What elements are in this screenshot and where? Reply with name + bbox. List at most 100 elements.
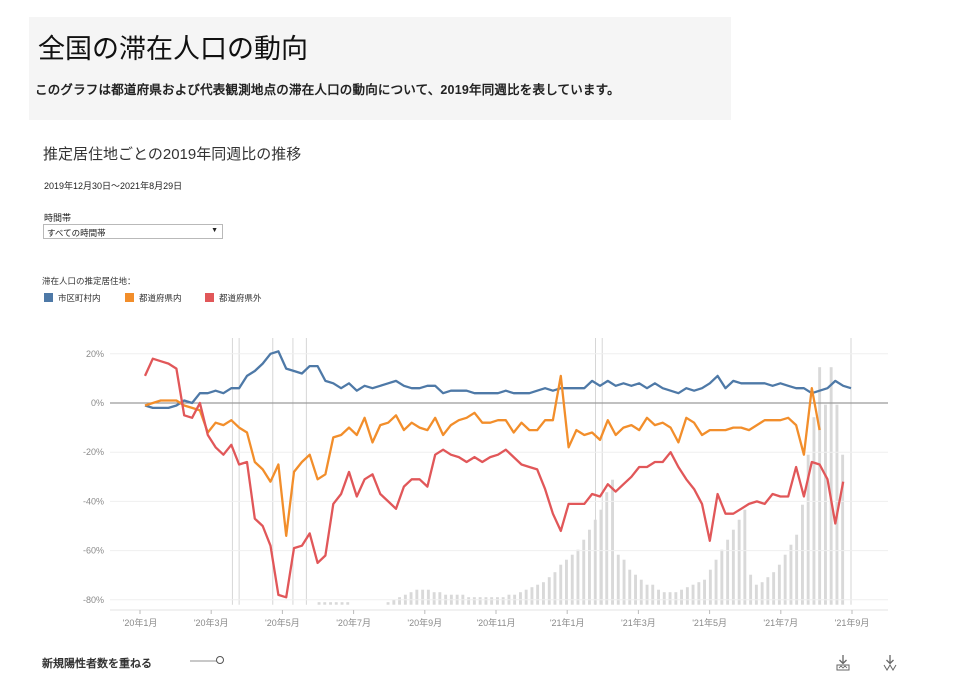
- case-bar: [329, 602, 332, 605]
- case-bar: [714, 559, 718, 605]
- case-bar: [547, 577, 551, 605]
- y-tick-label: 0%: [91, 398, 104, 408]
- case-bar: [340, 602, 344, 605]
- case-bar: [749, 574, 753, 605]
- case-bar: [432, 592, 436, 605]
- case-bar: [496, 597, 499, 605]
- y-tick-label: -20%: [83, 447, 104, 457]
- series-layer: [143, 350, 852, 599]
- case-bar: [789, 544, 793, 605]
- chevron-down-icon: ▼: [211, 227, 218, 234]
- case-bar: [323, 602, 327, 605]
- case-bar: [657, 589, 660, 605]
- date-range: 2019年12月30日～2021年8月29日: [44, 181, 183, 191]
- time-filter-value: すべての時間帯: [47, 228, 106, 238]
- legend-swatch: [205, 293, 214, 302]
- case-bar: [501, 597, 505, 605]
- download-button[interactable]: [835, 654, 851, 672]
- y-tick-label: -40%: [83, 496, 104, 506]
- case-bar: [542, 582, 545, 605]
- legend-title: 滞在人口の推定居住地：: [42, 276, 136, 286]
- download-image-button[interactable]: [882, 654, 898, 672]
- legend-item-municipal[interactable]: 市区町村内: [44, 292, 114, 304]
- series-line: [143, 357, 845, 599]
- case-bar: [691, 584, 695, 605]
- x-tick-label: '21年5月: [692, 617, 727, 628]
- case-bar: [472, 597, 476, 605]
- case-bar: [334, 602, 338, 605]
- case-bar: [726, 539, 730, 605]
- case-bar: [346, 602, 350, 605]
- time-filter-label: 時間帯: [44, 213, 72, 223]
- x-tick-label: '21年7月: [763, 617, 798, 628]
- case-bar: [720, 549, 724, 605]
- case-bar: [772, 572, 776, 605]
- case-bar: [530, 587, 534, 605]
- case-bar: [743, 509, 747, 605]
- case-bar: [588, 529, 591, 605]
- toggle-knob: [216, 656, 224, 664]
- case-bar: [835, 404, 839, 605]
- case-bar: [668, 592, 672, 605]
- legend-item-out-prefecture[interactable]: 都道府県外: [205, 292, 275, 304]
- case-bar: [582, 539, 586, 605]
- x-tick-label: '20年5月: [265, 617, 300, 628]
- case-bar: [634, 574, 637, 605]
- case-bar: [731, 529, 735, 605]
- legend-swatch: [125, 293, 134, 302]
- case-bar: [398, 597, 401, 605]
- case-bar: [565, 559, 568, 605]
- case-bar: [570, 554, 574, 605]
- case-bar: [783, 554, 787, 605]
- x-tick-label: '20年9月: [407, 617, 442, 628]
- case-bar: [777, 564, 781, 605]
- series-line: [144, 350, 852, 410]
- series-line: [144, 374, 821, 537]
- case-bar: [801, 504, 804, 605]
- chart-title: 推定居住地ごとの2019年同週比の推移: [43, 146, 302, 163]
- legend-label: 都道府県外: [219, 293, 262, 303]
- case-bar: [766, 577, 770, 605]
- legend-swatch: [44, 293, 53, 302]
- case-bar: [662, 592, 666, 605]
- case-bar: [317, 602, 321, 605]
- case-bar: [409, 592, 413, 605]
- case-bar: [553, 572, 557, 605]
- case-bar: [812, 417, 816, 605]
- download-icon: [836, 655, 850, 671]
- case-bar: [438, 592, 442, 605]
- case-bar: [616, 554, 620, 605]
- x-tick-label: '21年9月: [835, 617, 870, 628]
- case-bar: [524, 589, 528, 605]
- time-filter-dropdown[interactable]: すべての時間帯 ▼: [43, 224, 223, 239]
- trend-chart[interactable]: 20% 0% -20% -40% -60% -80% '20年1月 '20年3月 '20年5月…: [0, 0, 957, 640]
- case-bar: [760, 582, 764, 605]
- x-tick-label: '20年11月: [476, 617, 515, 628]
- case-bar: [611, 479, 614, 605]
- page-description: このグラフは都道府県および代表観測地点の滞在人口の動向について、2019年同週比…: [35, 83, 620, 97]
- y-tick-label: -60%: [83, 546, 104, 556]
- case-bar: [685, 587, 689, 605]
- page-title: 全国の滞在人口の動向: [38, 34, 308, 64]
- x-tick-label: '20年3月: [194, 617, 229, 628]
- y-tick-label: 20%: [86, 349, 104, 359]
- case-bar: [421, 589, 425, 605]
- x-tick-label: '20年7月: [336, 617, 371, 628]
- x-tick-label: '21年1月: [550, 617, 585, 628]
- case-bar: [392, 599, 396, 605]
- case-bar: [818, 367, 822, 605]
- case-bar: [674, 592, 678, 605]
- case-bar: [519, 592, 522, 605]
- case-bar: [536, 584, 540, 605]
- case-bar: [559, 564, 563, 605]
- case-bar: [576, 549, 580, 605]
- legend-item-in-prefecture[interactable]: 都道府県内: [125, 292, 195, 304]
- case-bar: [478, 597, 482, 605]
- case-bar: [490, 597, 494, 605]
- case-bar: [737, 519, 741, 605]
- case-bar: [824, 404, 827, 605]
- overlay-cases-toggle[interactable]: [190, 655, 224, 667]
- case-bar: [467, 597, 471, 605]
- case-bar: [426, 589, 430, 605]
- case-bar: [605, 492, 609, 605]
